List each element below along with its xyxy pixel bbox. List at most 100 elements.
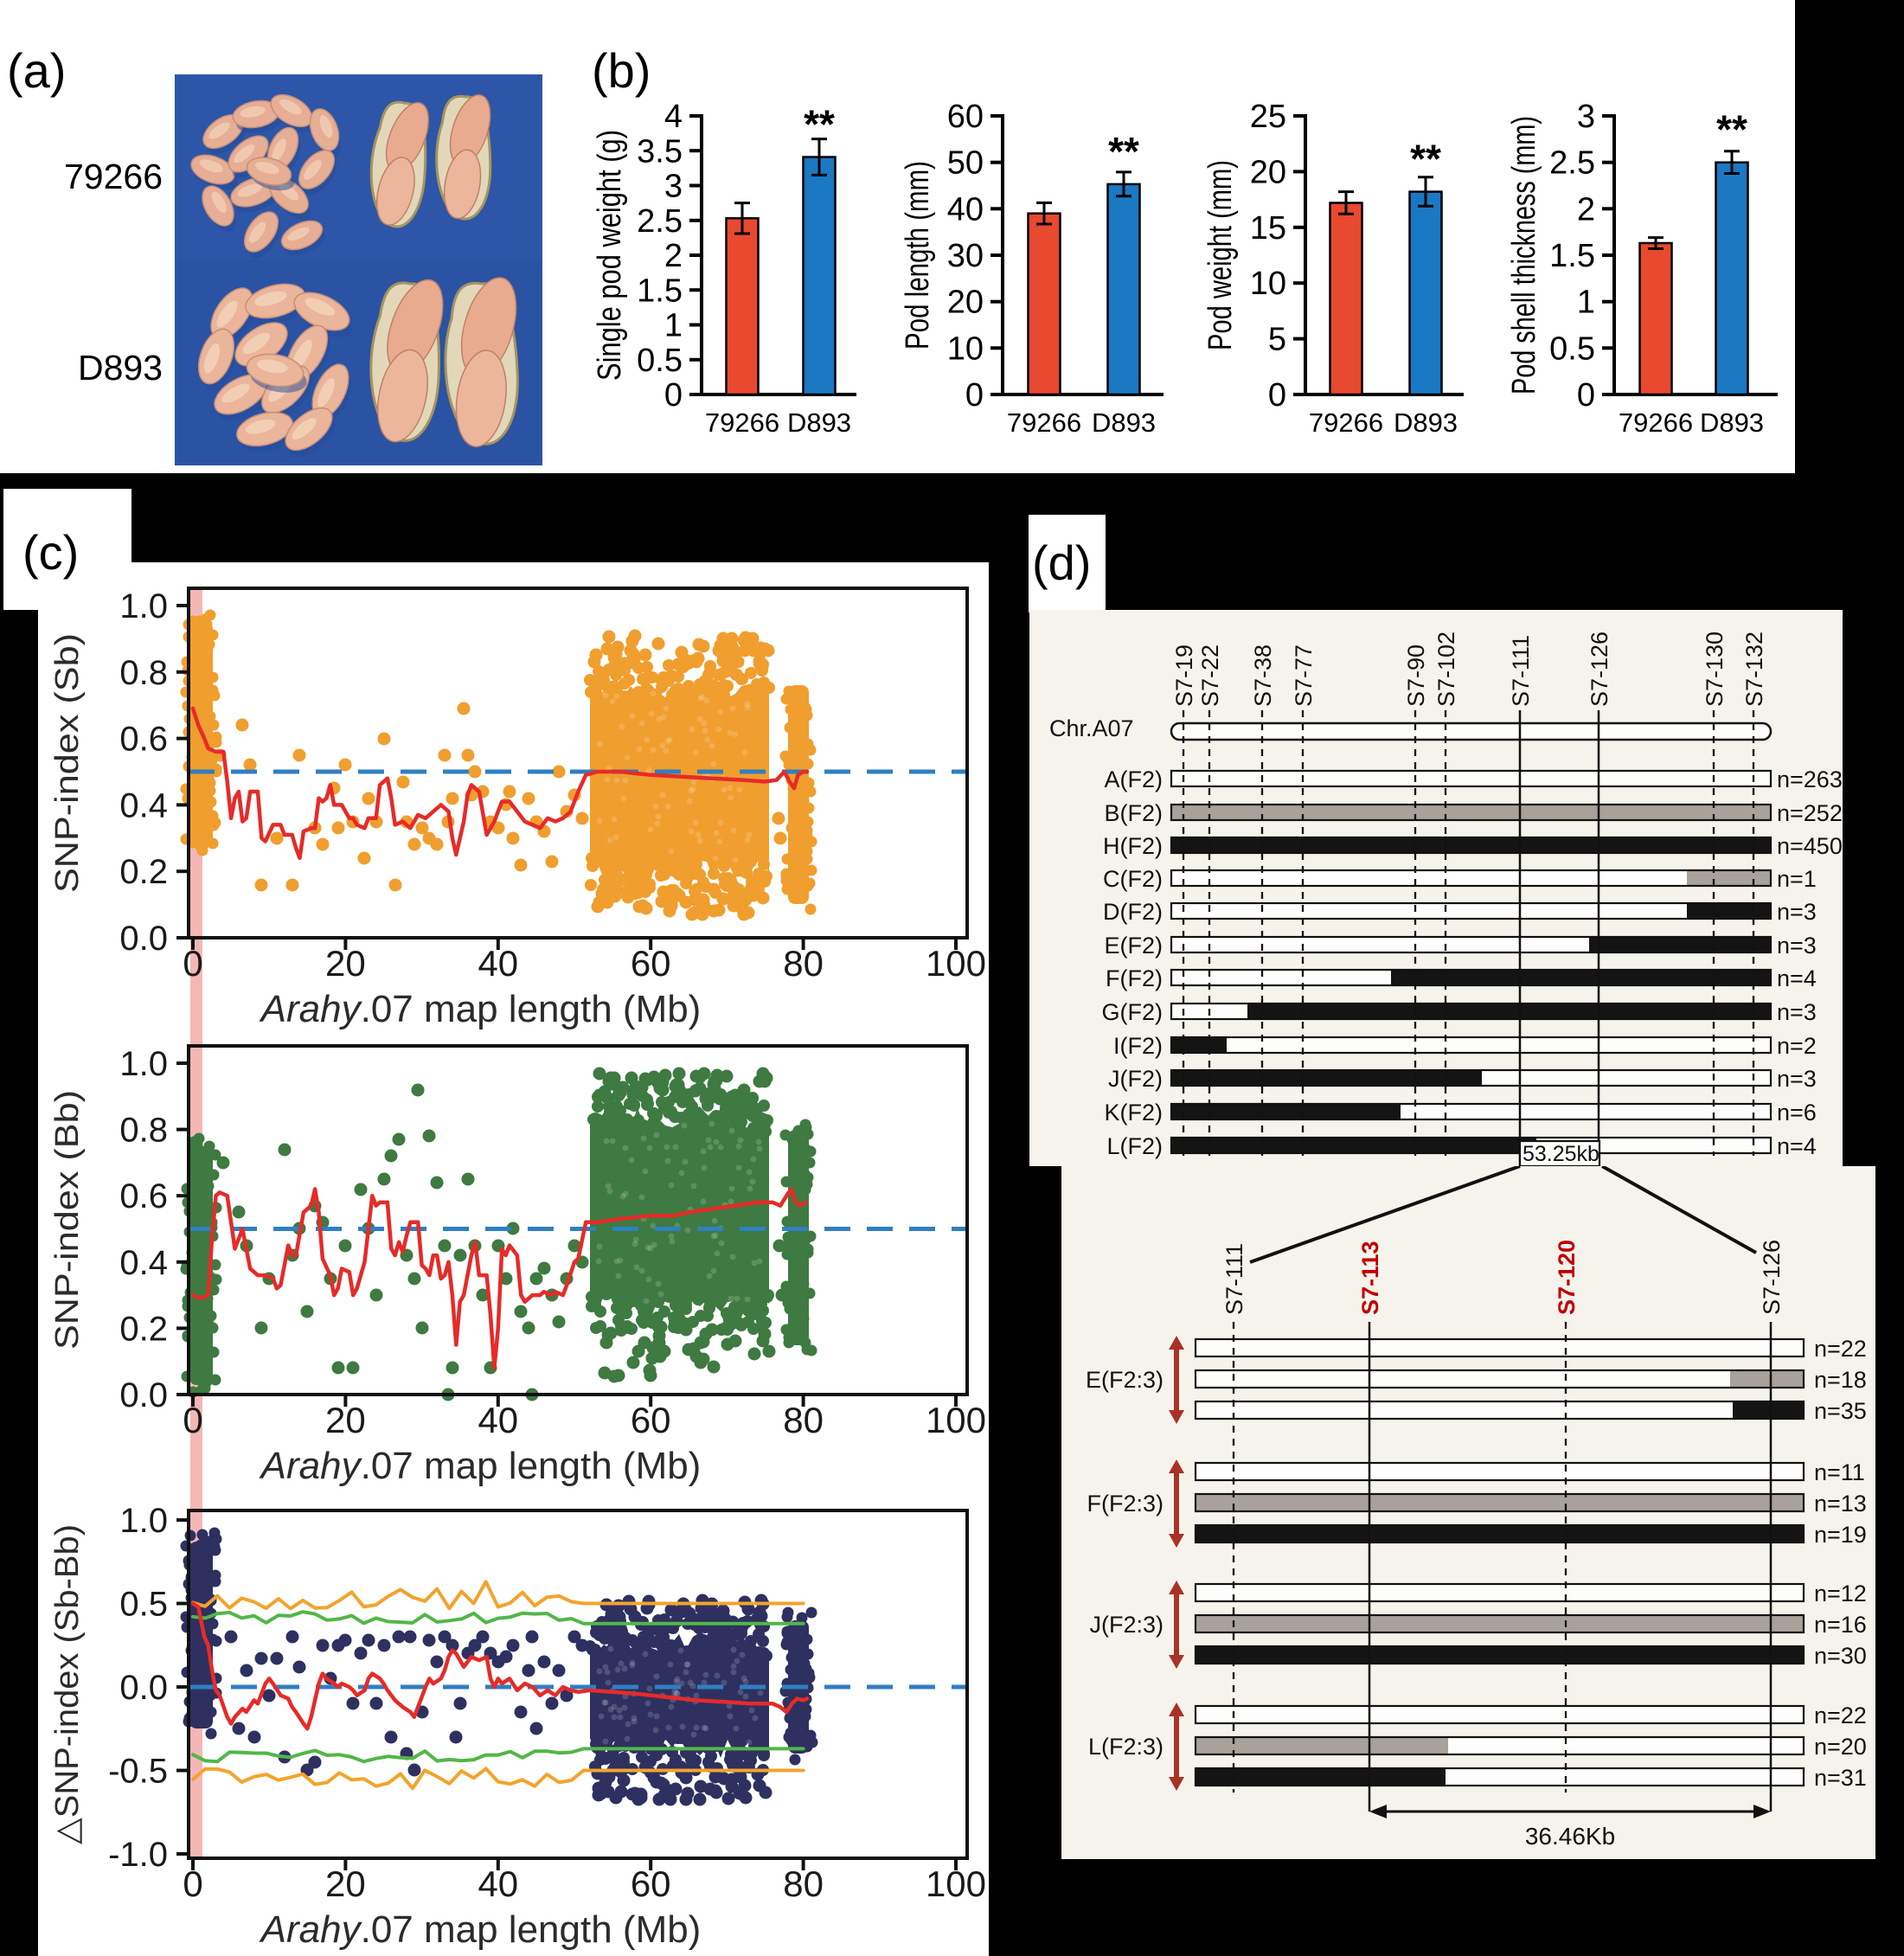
svg-text:B(F2): B(F2) <box>1105 800 1164 826</box>
svg-text:30: 30 <box>947 238 984 274</box>
svg-text:S7-77: S7-77 <box>1291 645 1317 707</box>
svg-text:n=3: n=3 <box>1777 933 1817 959</box>
svg-text:1.0: 1.0 <box>119 587 168 625</box>
svg-text:J(F2:3): J(F2:3) <box>1089 1612 1164 1638</box>
svg-text:J(F2): J(F2) <box>1108 1066 1163 1092</box>
svg-text:Arahy.07 map length (Mb): Arahy.07 map length (Mb) <box>259 1445 702 1487</box>
svg-text:0.2: 0.2 <box>119 1310 168 1348</box>
svg-text:10: 10 <box>947 330 984 367</box>
svg-text:0.8: 0.8 <box>119 1112 168 1150</box>
svg-text:n=4: n=4 <box>1777 1133 1817 1159</box>
svg-text:3: 3 <box>664 169 683 205</box>
svg-text:0.4: 0.4 <box>119 786 168 824</box>
svg-text:n=12: n=12 <box>1814 1581 1867 1606</box>
svg-text:n=1: n=1 <box>1777 866 1817 892</box>
svg-text:79266: 79266 <box>705 407 779 438</box>
svg-text:10: 10 <box>1250 266 1286 302</box>
svg-text:1.0: 1.0 <box>119 1502 168 1540</box>
svg-text:100: 100 <box>926 1400 986 1440</box>
svg-text:1.0: 1.0 <box>119 1045 168 1083</box>
svg-text:Chr.A07: Chr.A07 <box>1049 715 1134 741</box>
svg-text:20: 20 <box>325 1400 366 1440</box>
svg-text:80: 80 <box>783 1400 824 1440</box>
svg-text:100: 100 <box>926 1863 986 1904</box>
svg-text:D893: D893 <box>787 407 851 438</box>
svg-text:S7-22: S7-22 <box>1197 645 1223 707</box>
svg-text:n=3: n=3 <box>1777 1066 1817 1092</box>
svg-text:n=450: n=450 <box>1777 833 1843 859</box>
svg-text:n=3: n=3 <box>1777 899 1817 925</box>
svg-text:**: ** <box>804 101 835 146</box>
svg-text:L(F2:3): L(F2:3) <box>1088 1734 1164 1760</box>
svg-text:0: 0 <box>1268 377 1286 414</box>
svg-text:60: 60 <box>631 1863 671 1904</box>
svg-text:n=22: n=22 <box>1814 1336 1867 1362</box>
svg-text:Arahy.07 map length (Mb): Arahy.07 map length (Mb) <box>259 988 702 1030</box>
svg-text:80: 80 <box>783 1863 824 1904</box>
svg-text:50: 50 <box>947 145 984 182</box>
svg-text:0.4: 0.4 <box>119 1244 168 1282</box>
svg-text:3: 3 <box>1577 99 1595 135</box>
svg-text:D893: D893 <box>1092 407 1156 438</box>
svg-text:K(F2): K(F2) <box>1105 1100 1164 1126</box>
svg-text:-1.0: -1.0 <box>108 1836 168 1874</box>
svg-text:36.46Kb: 36.46Kb <box>1525 1823 1615 1850</box>
svg-text:D893: D893 <box>1700 407 1764 438</box>
svg-text:n=31: n=31 <box>1814 1765 1867 1791</box>
svg-text:0.0: 0.0 <box>119 1376 168 1414</box>
svg-text:0.0: 0.0 <box>119 920 168 958</box>
svg-text:S7-126: S7-126 <box>1759 1240 1785 1315</box>
svg-text:20: 20 <box>325 943 366 984</box>
svg-text:79266: 79266 <box>1619 407 1693 438</box>
svg-text:-0.5: -0.5 <box>108 1753 168 1791</box>
svg-text:E(F2): E(F2) <box>1105 933 1164 959</box>
svg-text:n=19: n=19 <box>1814 1522 1867 1548</box>
svg-text:n=6: n=6 <box>1777 1100 1817 1126</box>
svg-text:D893: D893 <box>1394 407 1458 438</box>
svg-text:79266: 79266 <box>64 157 163 196</box>
svg-text:0.8: 0.8 <box>119 654 168 692</box>
svg-text:n=35: n=35 <box>1814 1398 1867 1424</box>
svg-text:S7-90: S7-90 <box>1403 645 1429 707</box>
svg-text:**: ** <box>1108 129 1139 174</box>
svg-text:0.5: 0.5 <box>637 343 683 379</box>
svg-text:n=2: n=2 <box>1777 1033 1817 1059</box>
svg-text:2: 2 <box>664 238 683 274</box>
svg-text:0: 0 <box>183 1400 202 1440</box>
svg-text:n=11: n=11 <box>1814 1459 1865 1485</box>
svg-text:Pod shell thickness (mm): Pod shell thickness (mm) <box>1506 116 1542 394</box>
svg-text:53.25kb: 53.25kb <box>1523 1142 1599 1166</box>
svg-text:n=30: n=30 <box>1814 1643 1867 1669</box>
svg-text:S7-111: S7-111 <box>1221 1243 1247 1315</box>
svg-text:S7-130: S7-130 <box>1702 632 1728 707</box>
svg-text:20: 20 <box>325 1863 366 1904</box>
svg-text:0.6: 0.6 <box>119 1177 168 1215</box>
svg-text:2.5: 2.5 <box>637 203 683 240</box>
svg-text:60: 60 <box>631 1400 671 1440</box>
svg-text:40: 40 <box>947 191 984 228</box>
svg-text:S7-38: S7-38 <box>1250 645 1276 707</box>
svg-text:Pod length (mm): Pod length (mm) <box>900 161 936 350</box>
svg-text:5: 5 <box>1268 322 1286 358</box>
svg-text:4: 4 <box>664 99 683 135</box>
svg-text:0.5: 0.5 <box>119 1586 168 1624</box>
svg-text:100: 100 <box>926 943 986 984</box>
svg-text:0: 0 <box>1577 377 1595 414</box>
svg-text:n=16: n=16 <box>1814 1612 1867 1638</box>
svg-text:25: 25 <box>1250 99 1286 135</box>
svg-text:15: 15 <box>1250 210 1286 247</box>
svg-text:1: 1 <box>664 308 683 344</box>
svg-text:**: ** <box>1410 137 1441 182</box>
svg-text:D(F2): D(F2) <box>1103 899 1163 925</box>
svg-text:I(F2): I(F2) <box>1113 1033 1163 1059</box>
svg-text:n=263: n=263 <box>1777 766 1843 792</box>
svg-text:n=252: n=252 <box>1777 800 1843 826</box>
svg-text:Pod weight (mm): Pod weight (mm) <box>1202 160 1239 350</box>
svg-text:n=13: n=13 <box>1814 1491 1867 1517</box>
svg-text:2: 2 <box>1577 191 1595 228</box>
svg-text:1.5: 1.5 <box>637 273 683 309</box>
svg-text:0: 0 <box>664 377 683 414</box>
svg-text:C(F2): C(F2) <box>1103 866 1163 892</box>
svg-text:S7-113: S7-113 <box>1357 1241 1383 1315</box>
svg-text:n=22: n=22 <box>1814 1703 1867 1728</box>
